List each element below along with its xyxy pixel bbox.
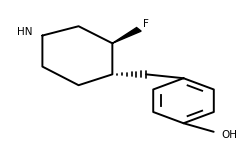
Text: F: F <box>142 19 148 29</box>
Text: OH: OH <box>221 130 237 140</box>
Polygon shape <box>112 27 141 43</box>
Text: HN: HN <box>17 27 32 37</box>
